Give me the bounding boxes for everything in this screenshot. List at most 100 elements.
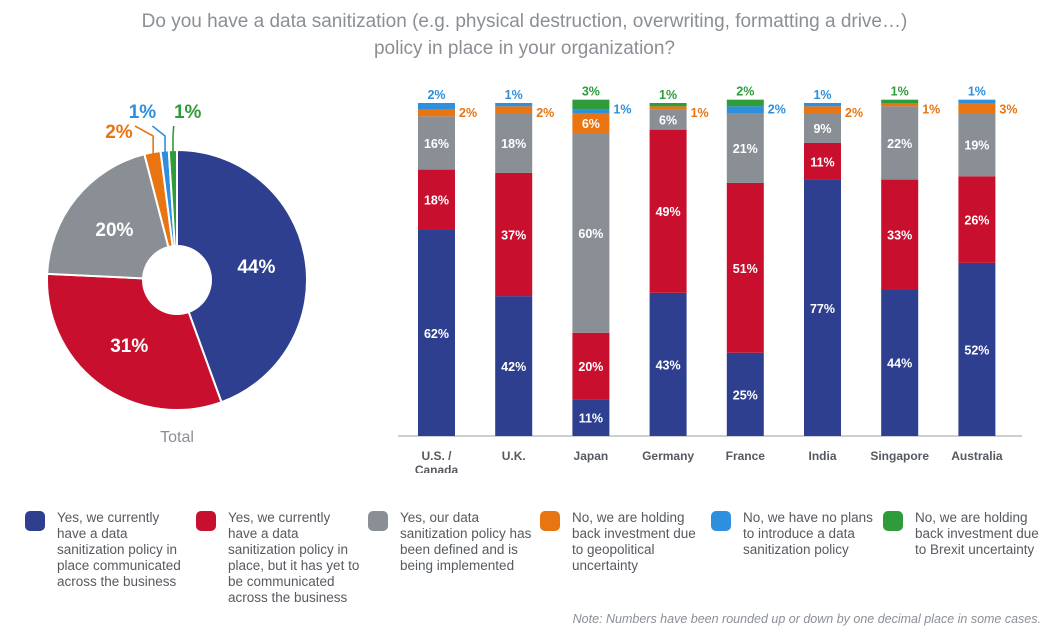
bar-segment	[495, 112, 533, 173]
bar-segment	[495, 172, 533, 297]
bar-value-label: 22%	[887, 137, 912, 151]
bar-segment	[649, 106, 687, 110]
bar-value-label: 6%	[582, 117, 600, 131]
bar-segment	[418, 116, 455, 170]
chart-title-line-1: Do you have a data sanitization (e.g. ph…	[141, 11, 908, 32]
bar-value-label: 62%	[424, 327, 449, 341]
legend-swatch	[711, 511, 731, 531]
bar-value-label: 20%	[578, 360, 603, 374]
legend-swatch	[25, 511, 45, 531]
bar-value-label: 37%	[501, 229, 526, 243]
bar-value-label: 18%	[424, 194, 449, 208]
category-label: France	[726, 449, 766, 463]
total-pie-chart: 44%31%20%2%1% 1%Total	[46, 102, 308, 446]
bar-segment	[572, 332, 610, 400]
bar-segment	[881, 99, 919, 103]
bar-segment	[958, 262, 996, 436]
pie-slice-label: 31%	[110, 336, 148, 357]
bar-segment	[572, 132, 610, 333]
pie-center-hole	[142, 245, 212, 315]
bar-value-label: 9%	[813, 122, 831, 136]
legend-swatch	[883, 511, 903, 531]
bar-segment	[572, 112, 610, 133]
legend-swatch	[540, 511, 560, 531]
category-label: Canada	[415, 463, 459, 473]
bar-value-label: 77%	[810, 302, 835, 316]
bar-segment	[958, 176, 996, 263]
bar-segment	[726, 352, 764, 436]
bar-value-label: 3%	[999, 103, 1017, 117]
legend-label: No, we have no plans to introduce a data…	[743, 510, 873, 557]
bar-segment	[804, 142, 841, 180]
bar-value-label: 43%	[656, 358, 681, 372]
bar-segment	[418, 229, 455, 436]
country-stacked-bar-chart: 62% 18% 16% 2% 2% U.S. /Canada 42% 37% 18% 2% 1% U.…	[398, 85, 1022, 473]
bar-value-label: 11%	[810, 155, 834, 169]
bar-value-label: 44%	[887, 357, 912, 371]
bar-value-label: 2%	[459, 106, 477, 120]
legend-label: No, we are holding back investment due t…	[915, 510, 1039, 557]
pie-slice-label: 20%	[95, 220, 133, 241]
category-label: U.K.	[502, 449, 526, 463]
legend-swatch	[368, 511, 388, 531]
legend-label: No, we are holding back investment due t…	[572, 510, 696, 573]
bar-segment	[881, 289, 919, 436]
bar-segment	[572, 109, 610, 113]
bar-value-label: 33%	[887, 229, 912, 243]
category-label: Germany	[642, 449, 694, 463]
pie-total-label: Total	[160, 429, 194, 446]
bar-value-label: 42%	[501, 360, 526, 374]
bar-segment	[726, 182, 764, 353]
bar-segment	[726, 106, 764, 113]
legend-label: Yes, our data sanitization policy has be…	[400, 510, 532, 573]
bar-segment	[881, 179, 919, 290]
bar-segment	[804, 112, 841, 143]
bar-segment	[958, 103, 996, 113]
bar-segment	[495, 106, 533, 113]
chart-title-line-2: policy in place in your organization?	[373, 38, 675, 59]
bar-value-label: 2%	[536, 106, 554, 120]
bar-value-label: 2%	[845, 106, 863, 120]
category-label: U.S. /	[421, 449, 452, 463]
bar-value-label: 2%	[768, 103, 786, 117]
bar-segment	[881, 106, 919, 180]
bar-segment	[804, 103, 841, 107]
bar-value-label: 49%	[656, 205, 681, 219]
bar-value-label: 1%	[891, 85, 909, 99]
bar-value-label: 19%	[964, 139, 989, 153]
bar-segment	[649, 103, 687, 107]
bar-value-label: 18%	[501, 137, 526, 151]
category-label: India	[808, 449, 836, 463]
bar-value-label: 6%	[659, 114, 677, 128]
bar-segment	[726, 112, 764, 183]
bar-segment	[418, 103, 455, 110]
bar-segment	[804, 106, 841, 113]
bar-segment	[649, 129, 687, 293]
legend-label: Yes, we currently have a data sanitizati…	[57, 510, 181, 589]
bar-value-label: 1%	[659, 88, 677, 102]
legend-label: Yes, we currently have a data sanitizati…	[228, 510, 360, 605]
bar-value-label: 2%	[736, 85, 754, 99]
pie-leader-line	[134, 125, 154, 157]
pie-leader-line	[151, 125, 166, 155]
bar-value-label: 60%	[578, 227, 603, 241]
bar-value-label: 1%	[968, 85, 986, 99]
bar-segment	[958, 112, 996, 177]
chart-title: Do you have a data sanitization (e.g. ph…	[0, 8, 1049, 62]
bar-value-label: 1%	[505, 88, 523, 102]
pie-leader-line	[172, 125, 175, 155]
pie-slice-label: 44%	[237, 257, 275, 278]
bar-segment	[881, 103, 919, 107]
bar-value-label: 26%	[964, 214, 989, 228]
category-label: Australia	[951, 449, 1003, 463]
legend-swatch	[196, 511, 216, 531]
pie-slice-label: 1%	[129, 102, 157, 123]
pie-slice-3	[46, 152, 179, 282]
category-label: Japan	[574, 449, 609, 463]
bar-value-label: 1%	[813, 88, 831, 102]
bar-value-label: 21%	[733, 142, 758, 156]
bar-segment	[572, 99, 610, 110]
bar-value-label: 1%	[922, 103, 940, 117]
bar-value-label: 1%	[613, 103, 631, 117]
pie-slice-1	[176, 148, 308, 404]
